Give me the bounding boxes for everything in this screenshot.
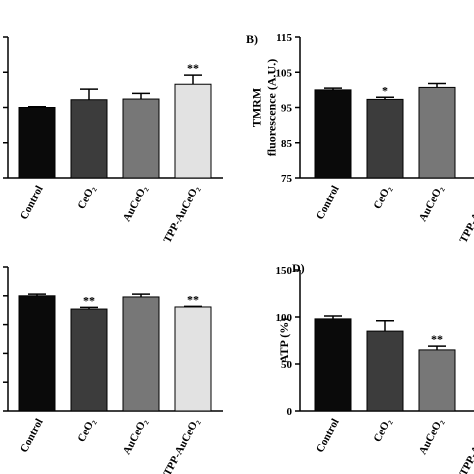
y-tick-label: 25 <box>0 377 1 389</box>
bar <box>366 98 404 179</box>
bar <box>18 295 56 412</box>
panel-label: B) <box>246 32 258 46</box>
x-tick-label: TPP-AuCeO₂ <box>161 416 202 474</box>
x-tick-label: CeO₂ <box>75 416 98 444</box>
y-axis-label: ATP (%) <box>277 318 291 363</box>
y-tick-label: 95 <box>281 103 293 115</box>
y-tick-label: 200 <box>0 32 1 44</box>
bar <box>418 86 456 179</box>
significance: * <box>382 83 388 97</box>
y-axis-label: fluorescence (A.U.) <box>265 59 279 156</box>
x-tick-label: AuCeO₂ <box>417 183 446 223</box>
x-tick-label: TPP-AuCeO₂ <box>161 183 202 245</box>
y-tick-label: 85 <box>281 138 293 150</box>
x-tick-label: Control <box>18 417 46 455</box>
significance: ** <box>187 292 199 306</box>
y-tick-label: 75 <box>0 320 1 332</box>
bar <box>314 318 352 412</box>
bar <box>18 107 56 179</box>
x-tick-label: AuCeO₂ <box>417 416 446 456</box>
bar <box>366 330 404 412</box>
bar <box>70 308 108 412</box>
x-tick-label: AuCeO₂ <box>121 416 150 456</box>
bar <box>314 89 352 179</box>
bar <box>122 296 160 412</box>
y-tick-label: 105 <box>276 67 293 79</box>
y-axis-label: TMRM <box>250 88 264 127</box>
x-tick-label: TPP-AuCeO₂ <box>457 183 474 245</box>
x-tick-label: Control <box>314 417 342 455</box>
significance: ** <box>187 61 199 75</box>
x-tick-label: TPP-AuCeO₂ <box>457 416 474 474</box>
bar <box>70 99 108 179</box>
x-tick-label: CeO₂ <box>371 183 394 211</box>
x-tick-label: Control <box>314 184 342 222</box>
y-tick-label: 50 <box>0 348 1 360</box>
bar <box>122 98 160 179</box>
panel-label: D) <box>292 261 305 275</box>
y-tick-label: 0 <box>287 406 293 418</box>
y-tick-label: 75 <box>281 173 293 185</box>
x-tick-label: CeO₂ <box>371 416 394 444</box>
x-tick-label: AuCeO₂ <box>121 183 150 223</box>
significance: ** <box>83 293 95 307</box>
y-tick-label: 50 <box>0 138 1 150</box>
y-tick-label: 100 <box>0 103 1 115</box>
x-tick-label: CeO₂ <box>75 183 98 211</box>
y-tick-label: 125 <box>0 262 1 274</box>
y-tick-label: 150 <box>276 265 293 277</box>
y-tick-label: 0 <box>0 173 1 185</box>
bar <box>174 83 212 179</box>
y-tick-label: 100 <box>276 312 293 324</box>
y-tick-label: 0 <box>0 406 1 418</box>
y-tick-label: 50 <box>281 359 293 371</box>
y-tick-label: 150 <box>0 67 1 79</box>
x-tick-label: Control <box>18 184 46 222</box>
y-tick-label: 100 <box>0 291 1 303</box>
y-tick-label: 115 <box>276 32 292 44</box>
bar <box>418 349 456 412</box>
significance: ** <box>431 332 443 346</box>
bar <box>174 306 212 412</box>
